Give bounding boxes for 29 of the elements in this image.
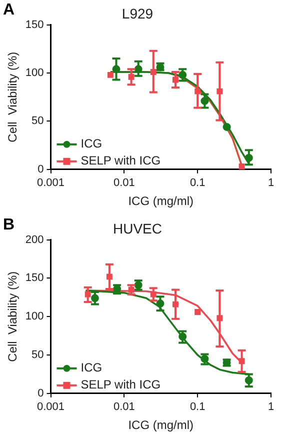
- y-tick-label: 150: [25, 18, 44, 31]
- legend-label: ICG: [80, 360, 102, 375]
- y-tick-label: 150: [25, 272, 44, 284]
- y-axis-title: Cell Viability (%): [6, 271, 20, 362]
- x-tick-label: 1: [268, 401, 274, 414]
- legend-label: ICG: [80, 136, 102, 151]
- x-axis-title: ICG (mg/ml): [128, 194, 194, 208]
- y-tick-label: 100: [25, 310, 44, 323]
- y-axis-title: Cell Viability (%): [6, 52, 20, 142]
- chart-title: HUVEC: [112, 220, 162, 236]
- legend-label: SELP with ICG: [80, 378, 161, 392]
- y-tick-label: 0: [38, 163, 44, 176]
- x-tick-label: 0.1: [190, 177, 206, 190]
- y-tick-label: 200: [25, 234, 44, 246]
- x-axis-title: ICG (mg/ml): [128, 418, 194, 432]
- text: B: [3, 216, 15, 234]
- x-tick-label: 0.01: [113, 177, 135, 190]
- chart-title: L929: [122, 5, 154, 22]
- y-tick-label: 50: [32, 115, 44, 128]
- x-tick-label: 0.01: [113, 401, 135, 414]
- x-tick-label: 1: [268, 177, 274, 190]
- x-tick-label: 0.001: [36, 177, 65, 190]
- legend-label: SELP with ICG: [80, 154, 161, 168]
- y-tick-label: 0: [38, 387, 44, 400]
- x-tick-label: 0.001: [36, 401, 65, 414]
- x-tick-label: 0.1: [190, 401, 206, 414]
- y-tick-label: 100: [25, 67, 44, 80]
- y-tick-label: 50: [32, 349, 44, 362]
- text: A: [3, 1, 15, 18]
